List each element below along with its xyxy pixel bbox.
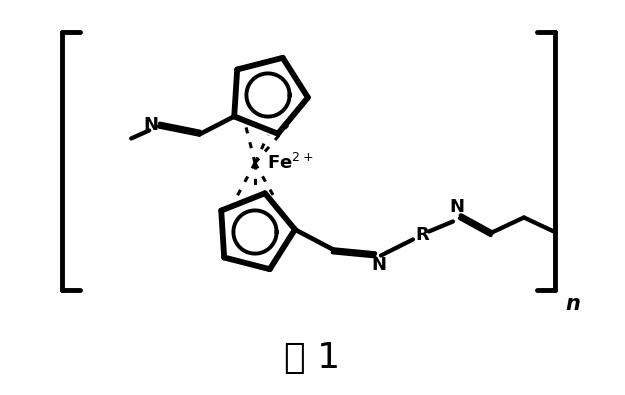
Text: n: n bbox=[565, 294, 580, 314]
Text: Fe$^{2+}$: Fe$^{2+}$ bbox=[267, 153, 313, 173]
Text: 式 1: 式 1 bbox=[284, 341, 340, 375]
Text: R: R bbox=[415, 226, 429, 245]
Text: N: N bbox=[144, 117, 159, 134]
Text: N: N bbox=[371, 256, 386, 275]
Text: N: N bbox=[449, 199, 464, 216]
